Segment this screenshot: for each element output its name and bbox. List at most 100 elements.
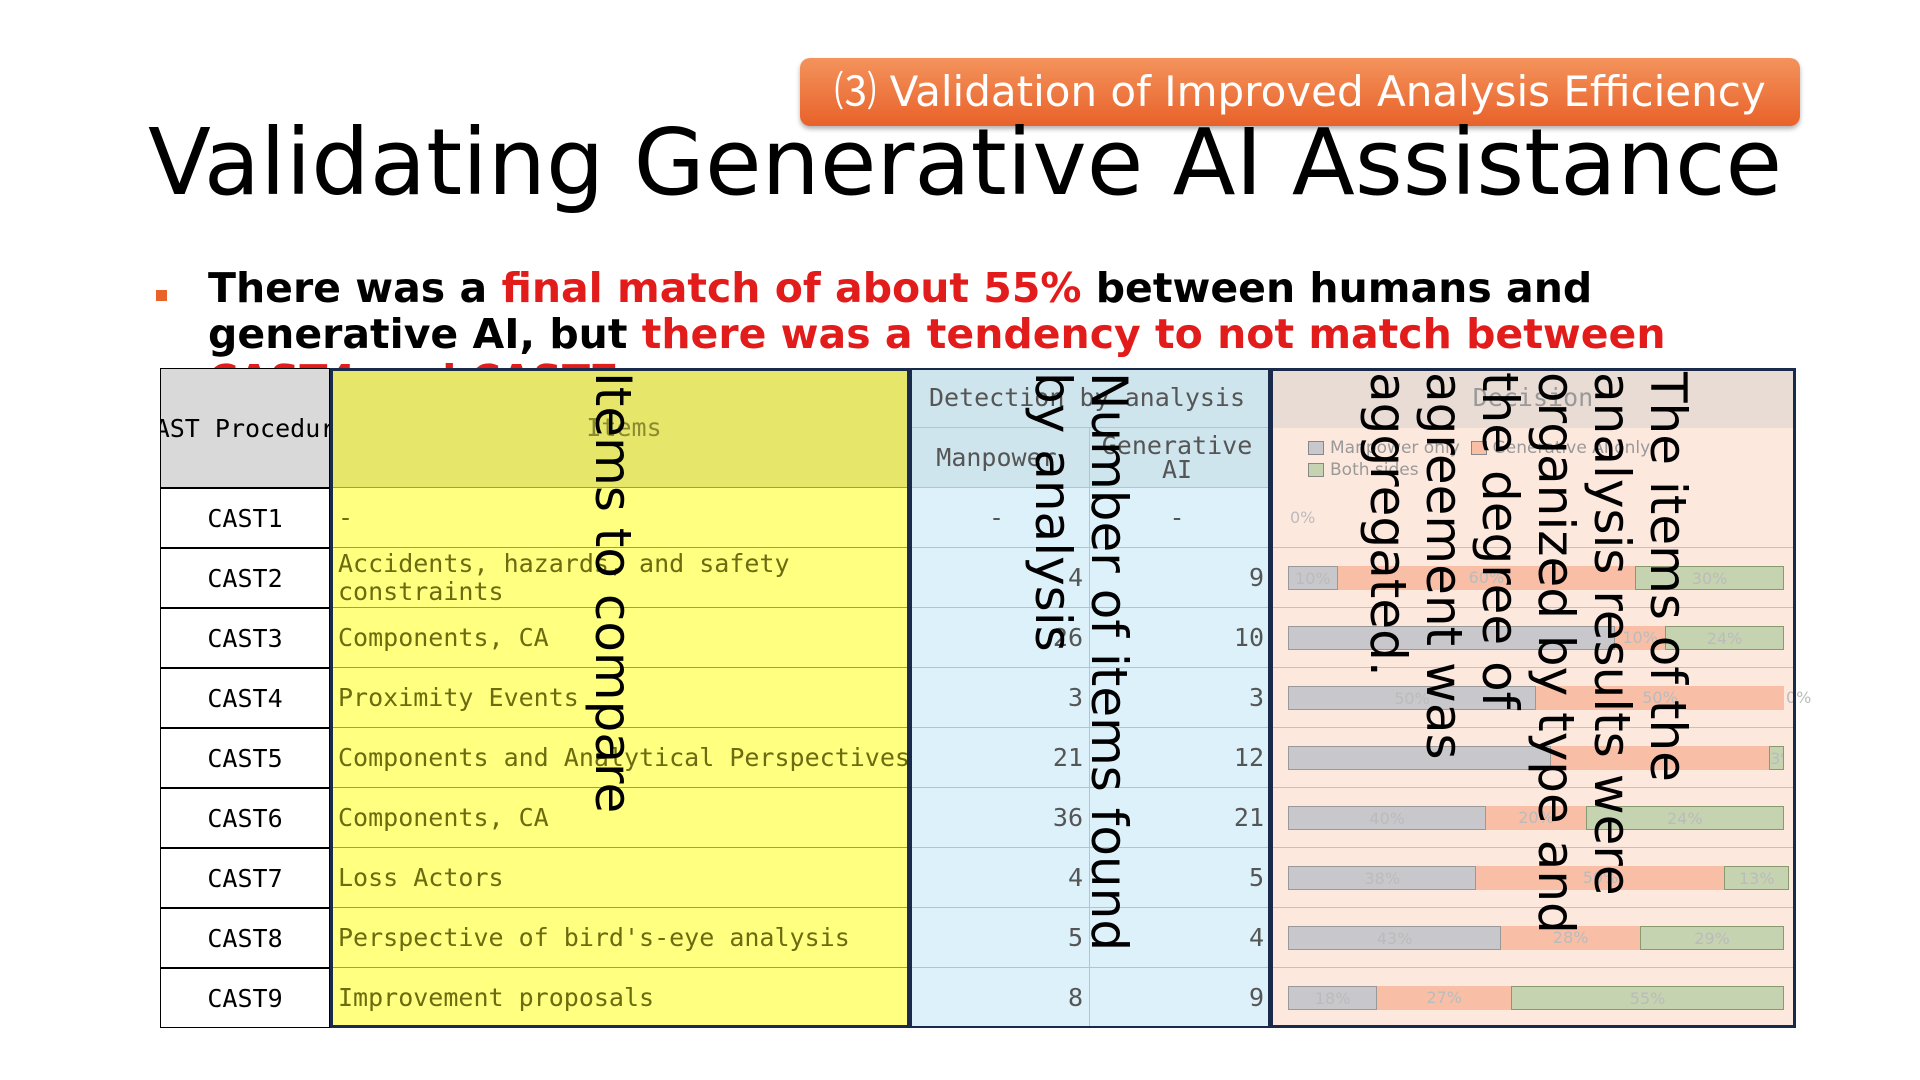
item-cell: Loss Actors — [330, 848, 910, 908]
bar-segment-genai-only: 27% — [1377, 986, 1512, 1010]
annotation-organized: The items of the analysis results were o… — [1359, 372, 1697, 934]
decision-row — [1270, 488, 1796, 548]
bar-segment-both-sides: 29% — [1640, 926, 1784, 950]
item-cell: Accidents, hazards, and safety constrain… — [330, 548, 910, 608]
bar-segment-genai-only: 50% — [1536, 686, 1784, 710]
bar-segment-manpower-only — [1288, 626, 1616, 650]
decision-bar: 38% 50% 13% — [1288, 866, 1789, 890]
legend-manpower-only: Manpower only — [1330, 438, 1460, 458]
header-decision: Decision — [1270, 368, 1796, 428]
genai-count: 5 — [1090, 848, 1270, 908]
decision-row — [1270, 788, 1796, 848]
item-cell: Proximity Events — [330, 668, 910, 728]
manpower-count: 4 — [910, 548, 1090, 608]
manpower-count: 3 — [910, 668, 1090, 728]
legend-swatch-manpower — [1308, 441, 1324, 455]
bar-segment-genai-only: 10% — [1615, 626, 1665, 650]
procedure-cell: CAST2 — [160, 548, 330, 608]
decision-row — [1270, 728, 1796, 788]
manpower-count: 26 — [910, 608, 1090, 668]
genai-count: 9 — [1090, 968, 1270, 1028]
header-genai: Generative AI — [1090, 428, 1270, 488]
bullet-marker — [156, 290, 167, 301]
decision-bar: 0% — [1288, 506, 1784, 530]
decision-bar: 10% 60% 30% — [1288, 566, 1784, 590]
bullet-part-2: between humans and generative AI, but — [208, 264, 1593, 358]
bar-segment-genai-only: 60% — [1337, 566, 1636, 590]
decision-bar: 50% 50% 0% — [1288, 686, 1811, 710]
bar-segment-genai-only — [1550, 746, 1770, 770]
bar-segment-both-sides: 24% — [1585, 806, 1784, 830]
genai-count: 12 — [1090, 728, 1270, 788]
bullet-highlight-1: final match of about 55% — [501, 264, 1082, 312]
item-cell: Perspective of bird's-eye analysis — [330, 908, 910, 968]
bar-segment-genai-only: 28% — [1501, 926, 1641, 950]
bar-segment-manpower-only: 38% — [1288, 866, 1477, 890]
bar-segment-manpower-only: 40% — [1288, 806, 1487, 830]
bar-segment-manpower-only: 18% — [1288, 986, 1378, 1010]
header-manpower: Manpower — [910, 428, 1090, 488]
zero-percent-label: 0% — [1786, 688, 1812, 707]
manpower-count: 5 — [910, 908, 1090, 968]
item-cell: - — [330, 488, 910, 548]
zero-percent-label: 0% — [1290, 508, 1316, 527]
bar-segment-manpower-only — [1288, 746, 1551, 770]
bar-segment-manpower-only: 10% — [1288, 566, 1338, 590]
bar-segment-manpower-only: 43% — [1288, 926, 1502, 950]
bar-segment-both-sides: 30% — [1635, 566, 1784, 590]
bullet-part-1: There was a — [208, 264, 502, 312]
bar-segment-both-sides: 24% — [1664, 626, 1784, 650]
legend-swatch-both — [1308, 463, 1324, 477]
manpower-count: 21 — [910, 728, 1090, 788]
decision-row — [1270, 848, 1796, 908]
decision-bar: 43% 28% 29% — [1288, 926, 1784, 950]
decision-row — [1270, 668, 1796, 728]
decision-bar: 3% — [1288, 746, 1784, 770]
comparison-table: CAST Procedure Items Detection by analys… — [160, 368, 1811, 1028]
item-cell: Components, CA — [330, 608, 910, 668]
decision-row — [1270, 908, 1796, 968]
procedure-cell: CAST5 — [160, 728, 330, 788]
genai-count: 21 — [1090, 788, 1270, 848]
decision-bar: 10% 24% — [1288, 626, 1784, 650]
genai-count: 9 — [1090, 548, 1270, 608]
procedure-cell: CAST4 — [160, 668, 330, 728]
procedure-cell: CAST9 — [160, 968, 330, 1028]
bar-segment-genai-only: 50% — [1476, 866, 1725, 890]
genai-count: 3 — [1090, 668, 1270, 728]
genai-count: - — [1090, 488, 1270, 548]
decision-row — [1270, 608, 1796, 668]
bar-segment-both-sides: 13% — [1724, 866, 1789, 890]
header-detection: Detection by analysis — [910, 368, 1270, 428]
procedure-cell: CAST7 — [160, 848, 330, 908]
decision-bar: 40% 20% 24% — [1288, 806, 1784, 830]
legend-row-2: Both sides — [1308, 460, 1419, 480]
procedure-cell: CAST3 — [160, 608, 330, 668]
page-title: Validating Generative AI Assistance — [148, 109, 1783, 216]
bar-segment-both-sides: 3% — [1769, 746, 1784, 770]
annotation-found-by: Number of items found by analysis — [1024, 372, 1138, 952]
header-items: Items — [330, 368, 910, 488]
section-badge: ⑶ Validation of Improved Analysis Effici… — [800, 58, 1800, 126]
bar-segment-genai-only: 20% — [1486, 806, 1586, 830]
manpower-count: - — [910, 488, 1090, 548]
legend-swatch-genai — [1470, 441, 1487, 455]
procedure-cell: CAST8 — [160, 908, 330, 968]
procedure-cell: CAST1 — [160, 488, 330, 548]
genai-count: 4 — [1090, 908, 1270, 968]
manpower-count: 36 — [910, 788, 1090, 848]
legend-genai-only: Generative AI only — [1492, 438, 1651, 458]
manpower-count: 4 — [910, 848, 1090, 908]
item-cell: Components, CA — [330, 788, 910, 848]
procedure-cell: CAST6 — [160, 788, 330, 848]
annotation-items-compare: Items to compare — [584, 372, 642, 814]
bar-segment-both-sides: 55% — [1511, 986, 1784, 1010]
item-cell: Components and Analytical Perspectives — [330, 728, 910, 788]
legend-row-1: Manpower only Generative AI only — [1308, 438, 1650, 458]
decision-bar: 18% 27% 55% — [1288, 986, 1784, 1010]
bar-segment-manpower-only: 50% — [1288, 686, 1536, 710]
header-procedure: CAST Procedure — [160, 368, 330, 488]
legend-both-sides: Both sides — [1330, 460, 1419, 480]
item-cell: Improvement proposals — [330, 968, 910, 1028]
decision-row — [1270, 548, 1796, 608]
